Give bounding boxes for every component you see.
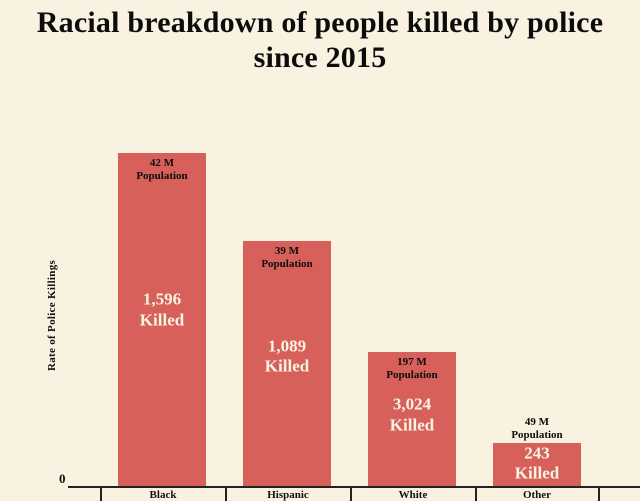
x-tick-other: Other [474,488,600,501]
bar-black: 42 M Population 1,596 Killed [118,153,206,487]
bar-white: 197 M Population 3,024 Killed [368,352,456,487]
y-axis-zero-tick: 0 [59,471,66,486]
x-tick-black: Black [99,488,225,501]
bar-other: 49 M Population 243 Killed [493,416,581,487]
killed-label: 1,089 Killed [264,335,310,376]
x-tick-hispanic: Hispanic [224,488,350,501]
population-label: 197 M Population [386,356,438,381]
population-label: 49 M Population [511,416,563,442]
killed-label: 1,596 Killed [139,289,185,329]
population-label: 39 M Population [261,245,313,270]
x-axis-line [68,486,640,488]
chart-title: Racial breakdown of people killed by pol… [36,6,604,75]
x-tick-white: White [349,488,475,501]
killed-label: 243 Killed [514,442,560,483]
population-label: 42 M Population [136,157,188,182]
bar-hispanic: 39 M Population 1,089 Killed [243,241,331,487]
killed-label: 3,024 Killed [389,394,435,435]
